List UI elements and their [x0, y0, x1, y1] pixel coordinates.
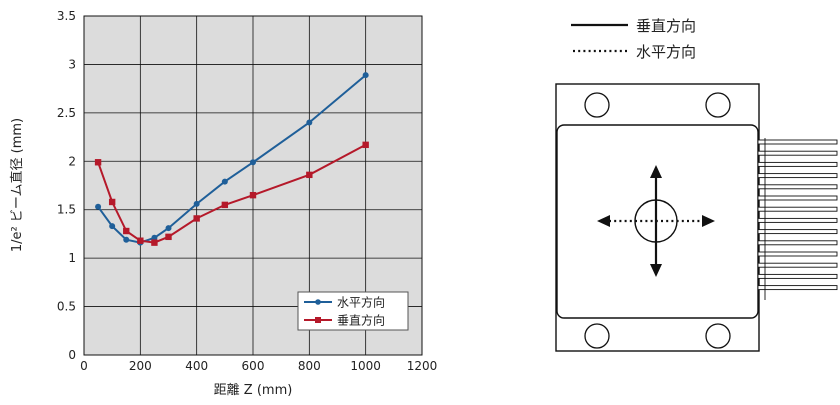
data-point [123, 227, 130, 235]
y-tick-label: 1.5 [57, 203, 76, 217]
data-point [193, 215, 200, 222]
legend-box [297, 291, 409, 331]
connector-pin [757, 206, 838, 212]
arrow-right-icon [702, 215, 715, 227]
connector-pin [757, 150, 838, 156]
x-axis-label: 距離 Z (mm) [214, 383, 293, 398]
connector-pin [757, 173, 838, 179]
beam-diameter-chart: 0 200 400 600 800 1000 1200 0 0.5 1 1.5 2 2.5 3 3.5 距離… [10, 9, 437, 398]
mounting-hole-top-right [705, 92, 731, 118]
data-point [221, 201, 229, 209]
y-tick-label: 3.5 [57, 9, 76, 23]
data-point [109, 223, 116, 230]
connector-pin [757, 285, 838, 291]
connector-pin [757, 139, 838, 145]
y-axis-label: 1/e² ビーム直径 (mm) [10, 118, 25, 252]
solid-line-label: 垂直方向 [636, 17, 696, 35]
x-tick-label: 1000 [350, 359, 381, 373]
data-point [108, 198, 116, 206]
y-tick-label: 2 [68, 154, 76, 168]
tick-labels: 0 200 400 600 800 1000 1200 0 0.5 1 1.5 2 2.5 3 3.5 [57, 9, 437, 373]
connector-pin [757, 184, 838, 190]
connector-pin [757, 217, 838, 223]
data-point [165, 233, 172, 241]
series [94, 72, 369, 246]
connector-pin [757, 273, 838, 279]
y-tick-label: 0 [68, 348, 76, 362]
data-point [250, 159, 256, 166]
data-point [123, 236, 130, 243]
mounting-hole-bottom-right [705, 323, 731, 349]
arrow-up-icon [650, 165, 662, 178]
connector-pin [757, 229, 838, 235]
x-tick-label: 200 [129, 359, 152, 373]
connector-pin [757, 195, 838, 201]
connector-pins [757, 138, 838, 300]
x-tick-label: 1200 [407, 359, 438, 373]
y-tick-label: 0.5 [57, 300, 76, 314]
legend-marker-square [315, 317, 321, 323]
connector-pin [757, 161, 838, 167]
connector-pin [757, 251, 838, 257]
x-tick-label: 800 [298, 359, 321, 373]
data-point [137, 237, 144, 244]
y-tick-label: 3 [68, 57, 76, 71]
data-point [306, 171, 313, 179]
data-point [193, 200, 200, 207]
data-point [94, 159, 102, 166]
connector-pin [757, 240, 838, 246]
data-point [151, 234, 158, 241]
arrow-down-icon [650, 264, 662, 277]
laser-module-diagram: 垂直方向 水平方向 [555, 17, 838, 352]
data-point [165, 225, 172, 232]
dotted-line-label: 水平方向 [636, 43, 696, 61]
legend-marker-circle [315, 299, 321, 305]
legend-label-horizontal: 水平方向 [337, 295, 385, 310]
x-tick-label: 600 [242, 359, 265, 373]
mounting-hole-bottom-left [584, 323, 610, 349]
connector-pin [757, 262, 838, 268]
data-point [362, 72, 369, 79]
y-tick-label: 1 [68, 251, 76, 265]
arrow-left-icon [597, 215, 610, 227]
chart-legend: 水平方向 垂直方向 [297, 291, 409, 331]
mounting-hole-top-left [584, 92, 610, 118]
legend-label-vertical: 垂直方向 [337, 313, 385, 328]
data-point [221, 178, 228, 185]
data-point [362, 141, 369, 149]
data-point [249, 191, 257, 199]
x-tick-label: 400 [185, 359, 208, 373]
data-point [151, 239, 158, 246]
data-point [306, 119, 313, 126]
x-tick-label: 0 [80, 359, 88, 373]
y-tick-label: 2.5 [57, 106, 76, 120]
data-point [95, 203, 102, 210]
